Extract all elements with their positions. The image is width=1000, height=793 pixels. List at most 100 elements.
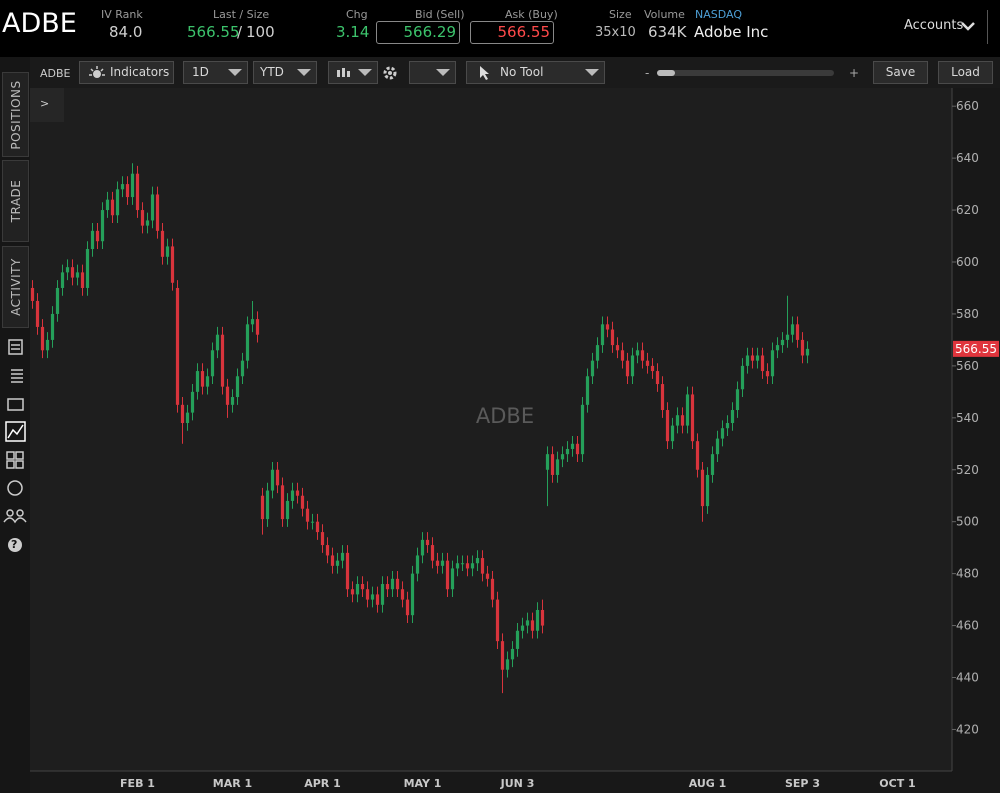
positions-tab[interactable]: POSITIONS	[2, 72, 29, 157]
candle-body	[35, 300, 40, 327]
drawing-dropdown[interactable]	[409, 61, 456, 84]
candle-body	[115, 189, 120, 216]
candle-body	[805, 348, 810, 356]
y-tick-label: 520	[956, 463, 979, 477]
candle-body	[180, 404, 185, 424]
candle-body	[335, 560, 340, 566]
candle-body	[285, 500, 290, 520]
candle-body	[505, 659, 510, 670]
candle-body	[485, 573, 490, 579]
y-tick-label: 620	[956, 203, 979, 217]
range-dropdown[interactable]: YTD	[253, 61, 317, 84]
candle-body	[310, 521, 315, 523]
chg: 3.14	[336, 23, 370, 41]
candle-body	[330, 555, 335, 566]
candle-body	[155, 194, 160, 231]
symbol: ADBE	[2, 8, 77, 39]
candle-body	[360, 584, 365, 590]
dropdown-arrows	[228, 69, 834, 76]
indicators-button[interactable]: Indicators	[79, 61, 174, 84]
bid[interactable]: 566.29	[403, 23, 457, 41]
y-tick-label: 660	[956, 99, 979, 113]
candle-body	[535, 609, 540, 631]
toolbar-symbol: ADBE	[40, 67, 71, 80]
candle-body	[45, 339, 50, 351]
y-tick-label: 540	[956, 411, 979, 425]
candle-body	[355, 584, 360, 595]
help-button[interactable]: ?	[11, 538, 18, 551]
y-tick-label: 480	[956, 567, 979, 581]
divider	[987, 10, 988, 44]
candle-body	[700, 469, 705, 507]
sidebar-icons[interactable]	[0, 330, 30, 560]
candle-body	[695, 441, 700, 470]
candle-body	[385, 584, 390, 590]
candle-body	[85, 249, 90, 288]
candle-body	[565, 448, 570, 455]
candle-body	[210, 350, 215, 377]
candle-body	[325, 545, 330, 556]
candle-body	[345, 552, 350, 590]
candle-body	[265, 490, 270, 520]
interval-dropdown[interactable]: 1D	[183, 61, 248, 84]
candle-body	[320, 532, 325, 546]
candle-body	[730, 410, 735, 424]
activity-tab[interactable]: ACTIVITY	[2, 246, 29, 328]
volume-label: Volume	[644, 8, 685, 21]
last-size-label: Last / Size	[213, 8, 270, 21]
candle-body	[590, 360, 595, 377]
ask-box[interactable]	[470, 21, 554, 44]
accounts-menu[interactable]: Accounts	[904, 18, 964, 33]
x-axis-bg	[30, 771, 1000, 793]
x-tick-label: MAR 1	[213, 777, 252, 790]
y-tick-label: 460	[956, 619, 979, 633]
candle-body	[785, 334, 790, 340]
tab-label: ACTIVITY	[8, 258, 23, 316]
ask[interactable]: 566.55	[497, 23, 551, 41]
candle-body	[635, 350, 640, 356]
bid-box[interactable]	[376, 21, 460, 44]
candle-body	[470, 563, 475, 569]
candle-body	[120, 184, 125, 190]
candle-body	[510, 648, 515, 660]
settings-icon[interactable]	[382, 64, 398, 82]
candle-body	[245, 324, 250, 361]
y-tick-label: 440	[956, 671, 979, 685]
candle-body	[110, 199, 115, 216]
candle-body	[570, 443, 575, 449]
candle-body	[430, 545, 435, 561]
candle-body	[715, 438, 720, 455]
candle-body	[50, 313, 55, 340]
candle-body	[280, 485, 285, 520]
exchange: NASDAQ	[695, 8, 743, 21]
trade-tab[interactable]: TRADE	[2, 160, 29, 242]
candle-body	[60, 272, 65, 288]
candle-body	[350, 589, 355, 595]
chg-label: Chg	[346, 8, 368, 21]
y-axis-bg	[952, 88, 1000, 771]
candle-body	[375, 594, 380, 605]
chart-style-dropdown[interactable]	[328, 61, 378, 84]
candle-body	[495, 599, 500, 642]
expand-button[interactable]: >	[40, 97, 50, 110]
candle-body	[650, 365, 655, 372]
zoom-out[interactable]: -	[645, 66, 650, 80]
last-size: 100	[246, 23, 275, 41]
candle-body	[405, 599, 410, 616]
tool-dropdown[interactable]: No Tool	[466, 61, 605, 84]
candle-body	[315, 521, 320, 533]
zoom-in[interactable]: +	[849, 66, 860, 80]
save-button[interactable]: Save	[873, 61, 928, 84]
accounts-chevron[interactable]	[960, 20, 976, 32]
load-button[interactable]: Load	[938, 61, 993, 84]
candle-body	[710, 454, 715, 475]
candle-body	[175, 287, 180, 405]
candle-body	[240, 360, 245, 377]
candle-body	[655, 371, 660, 385]
candle-body	[365, 589, 370, 600]
iv-rank-label: IV Rank	[101, 8, 143, 21]
candle-body	[575, 443, 580, 455]
expand-box[interactable]	[30, 88, 64, 122]
candle-body	[305, 508, 310, 522]
candle-body	[170, 246, 175, 283]
